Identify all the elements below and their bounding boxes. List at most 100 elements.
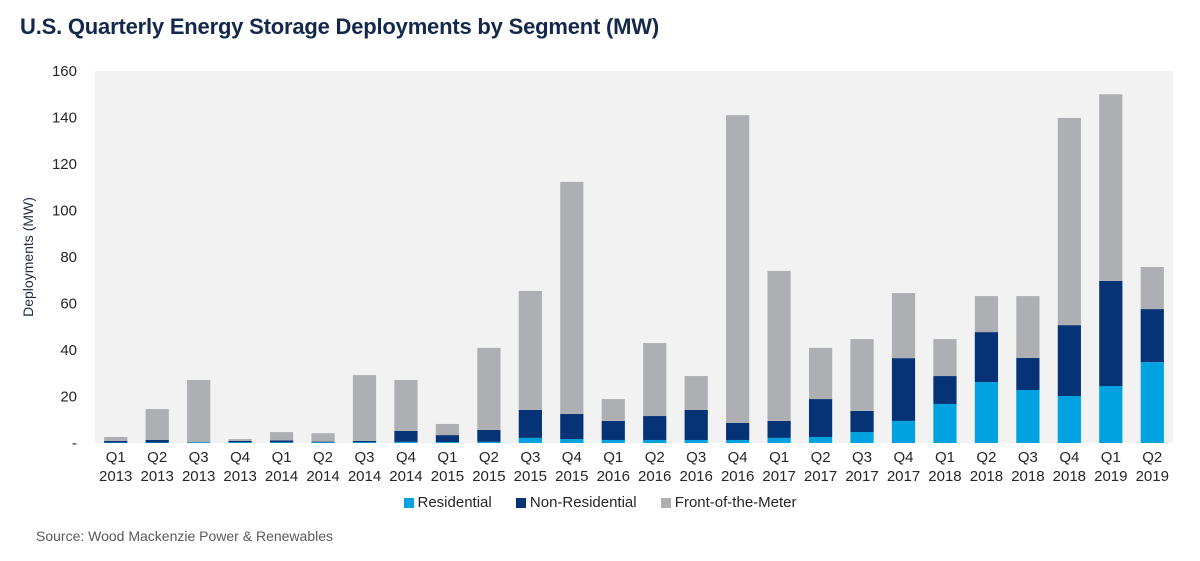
bar-segment-residential <box>643 439 667 443</box>
bar-segment-front-of-the-meter <box>187 379 211 443</box>
bar-segment-residential <box>477 441 501 443</box>
bar-segment-residential <box>228 442 252 443</box>
bar-segment-front-of-the-meter <box>394 379 418 431</box>
x-tick-label-quarter: Q4 <box>562 449 582 466</box>
legend-item-residential: Residential <box>403 494 492 511</box>
x-tick-label-year: 2014 <box>265 468 298 485</box>
bar-segment-non-residential <box>1057 325 1081 397</box>
bar-segment-front-of-the-meter <box>974 296 999 333</box>
x-tick-label-year: 2017 <box>762 468 795 485</box>
bar-segment-non-residential <box>601 420 625 440</box>
bar-segment-residential <box>1099 386 1123 443</box>
x-tick-label-year: 2016 <box>638 468 671 485</box>
bar-segment-non-residential <box>145 439 169 443</box>
x-tick-label-year: 2013 <box>223 468 256 485</box>
x-tick-label-year: 2015 <box>472 468 505 485</box>
y-tick-label: 20 <box>60 389 77 406</box>
bar-segment-front-of-the-meter <box>643 343 667 417</box>
bar-segment-residential <box>311 442 335 443</box>
bar-segment-front-of-the-meter <box>726 115 750 424</box>
legend-swatch-front-of-the-meter <box>660 497 671 508</box>
bar-segment-front-of-the-meter <box>518 290 542 410</box>
bar-segment-front-of-the-meter <box>560 181 584 414</box>
bar-segment-residential <box>1016 389 1040 443</box>
y-tick-label: 120 <box>52 156 77 173</box>
x-tick-label-year: 2017 <box>887 468 920 485</box>
x-tick-label-quarter: Q4 <box>728 449 748 466</box>
source-note: Source: Wood Mackenzie Power & Renewable… <box>36 528 334 544</box>
chart-title: U.S. Quarterly Energy Storage Deployment… <box>20 14 659 39</box>
legend-label-residential: Residential <box>417 494 492 511</box>
bar-segment-non-residential <box>435 435 460 443</box>
bar-segment-residential <box>974 382 999 443</box>
bar-segment-non-residential <box>726 423 750 440</box>
x-tick-label-quarter: Q1 <box>437 449 457 466</box>
x-tick-label-year: 2018 <box>970 468 1003 485</box>
x-tick-label-year: 2014 <box>306 468 339 485</box>
x-tick-label-year: 2015 <box>431 468 464 485</box>
x-tick-label-year: 2016 <box>597 468 630 485</box>
legend: Residential Non-Residential Front-of-the… <box>0 494 1200 512</box>
bar-segment-residential <box>560 439 584 443</box>
x-tick-label-quarter: Q4 <box>893 449 913 466</box>
x-tick-label-year: 2017 <box>845 468 878 485</box>
x-tick-label-quarter: Q2 <box>645 449 665 466</box>
bar-segment-non-residential <box>1140 309 1164 363</box>
bar-segment-front-of-the-meter <box>1099 94 1123 281</box>
bar-segment-residential <box>767 437 791 443</box>
plot-area <box>95 71 1173 443</box>
bar-segment-residential <box>933 403 957 443</box>
bar-segment-non-residential <box>850 410 874 433</box>
bar-segment-non-residential <box>518 409 542 438</box>
x-tick-label-quarter: Q2 <box>976 449 996 466</box>
bar-segment-front-of-the-meter <box>104 436 128 441</box>
x-tick-label-quarter: Q2 <box>811 449 831 466</box>
bar-segment-residential <box>726 439 750 443</box>
bar-segment-non-residential <box>1016 357 1040 390</box>
legend-label-non-residential: Non-Residential <box>529 494 637 511</box>
x-tick-label-year: 2017 <box>804 468 837 485</box>
bar-segment-front-of-the-meter <box>684 376 708 410</box>
bar-segment-non-residential <box>684 409 708 440</box>
legend-item-non-residential: Non-Residential <box>515 494 637 511</box>
bar-segment-residential <box>684 439 708 443</box>
bar-segment-front-of-the-meter <box>891 293 916 359</box>
x-tick-label-quarter: Q1 <box>603 449 623 466</box>
bar-segment-front-of-the-meter <box>1016 296 1040 358</box>
y-tick-label: 60 <box>60 296 77 313</box>
y-tick-label: 80 <box>60 249 77 266</box>
bar-segment-front-of-the-meter <box>145 409 169 440</box>
bar-segment-non-residential <box>1099 280 1123 387</box>
y-tick-label: 100 <box>52 203 77 220</box>
x-tick-label-year: 2013 <box>141 468 174 485</box>
bar-segment-non-residential <box>352 440 377 443</box>
x-tick-label-quarter: Q2 <box>313 449 333 466</box>
bar-segment-non-residential <box>269 440 294 443</box>
bar-segment-front-of-the-meter <box>1140 266 1164 310</box>
x-tick-label-year: 2014 <box>389 468 422 485</box>
x-tick-label-quarter: Q1 <box>272 449 292 466</box>
bar-segment-front-of-the-meter <box>435 423 460 436</box>
x-tick-label-quarter: Q1 <box>106 449 126 466</box>
x-tick-label-quarter: Q3 <box>354 449 374 466</box>
bar-segment-non-residential <box>477 429 501 442</box>
x-tick-label-quarter: Q2 <box>479 449 499 466</box>
bar-segment-front-of-the-meter <box>808 347 833 400</box>
bar-segment-non-residential <box>891 358 916 421</box>
bar-segment-residential <box>850 432 874 443</box>
bar-segment-front-of-the-meter <box>477 347 501 430</box>
bar-segment-residential <box>601 439 625 443</box>
x-tick-label-quarter: Q3 <box>189 449 209 466</box>
bar-segment-non-residential <box>933 376 957 404</box>
bar-segment-residential <box>1140 362 1164 443</box>
bar-segment-front-of-the-meter <box>1057 117 1081 326</box>
x-tick-label-year: 2015 <box>514 468 547 485</box>
bar-segment-front-of-the-meter <box>228 439 252 441</box>
x-tick-label-year: 2013 <box>99 468 132 485</box>
x-tick-label-year: 2018 <box>1011 468 1044 485</box>
bar-segment-front-of-the-meter <box>601 399 625 421</box>
bar-segment-front-of-the-meter <box>352 375 377 441</box>
bar-segment-front-of-the-meter <box>933 339 957 377</box>
legend-label-front-of-the-meter: Front-of-the-Meter <box>674 494 797 511</box>
